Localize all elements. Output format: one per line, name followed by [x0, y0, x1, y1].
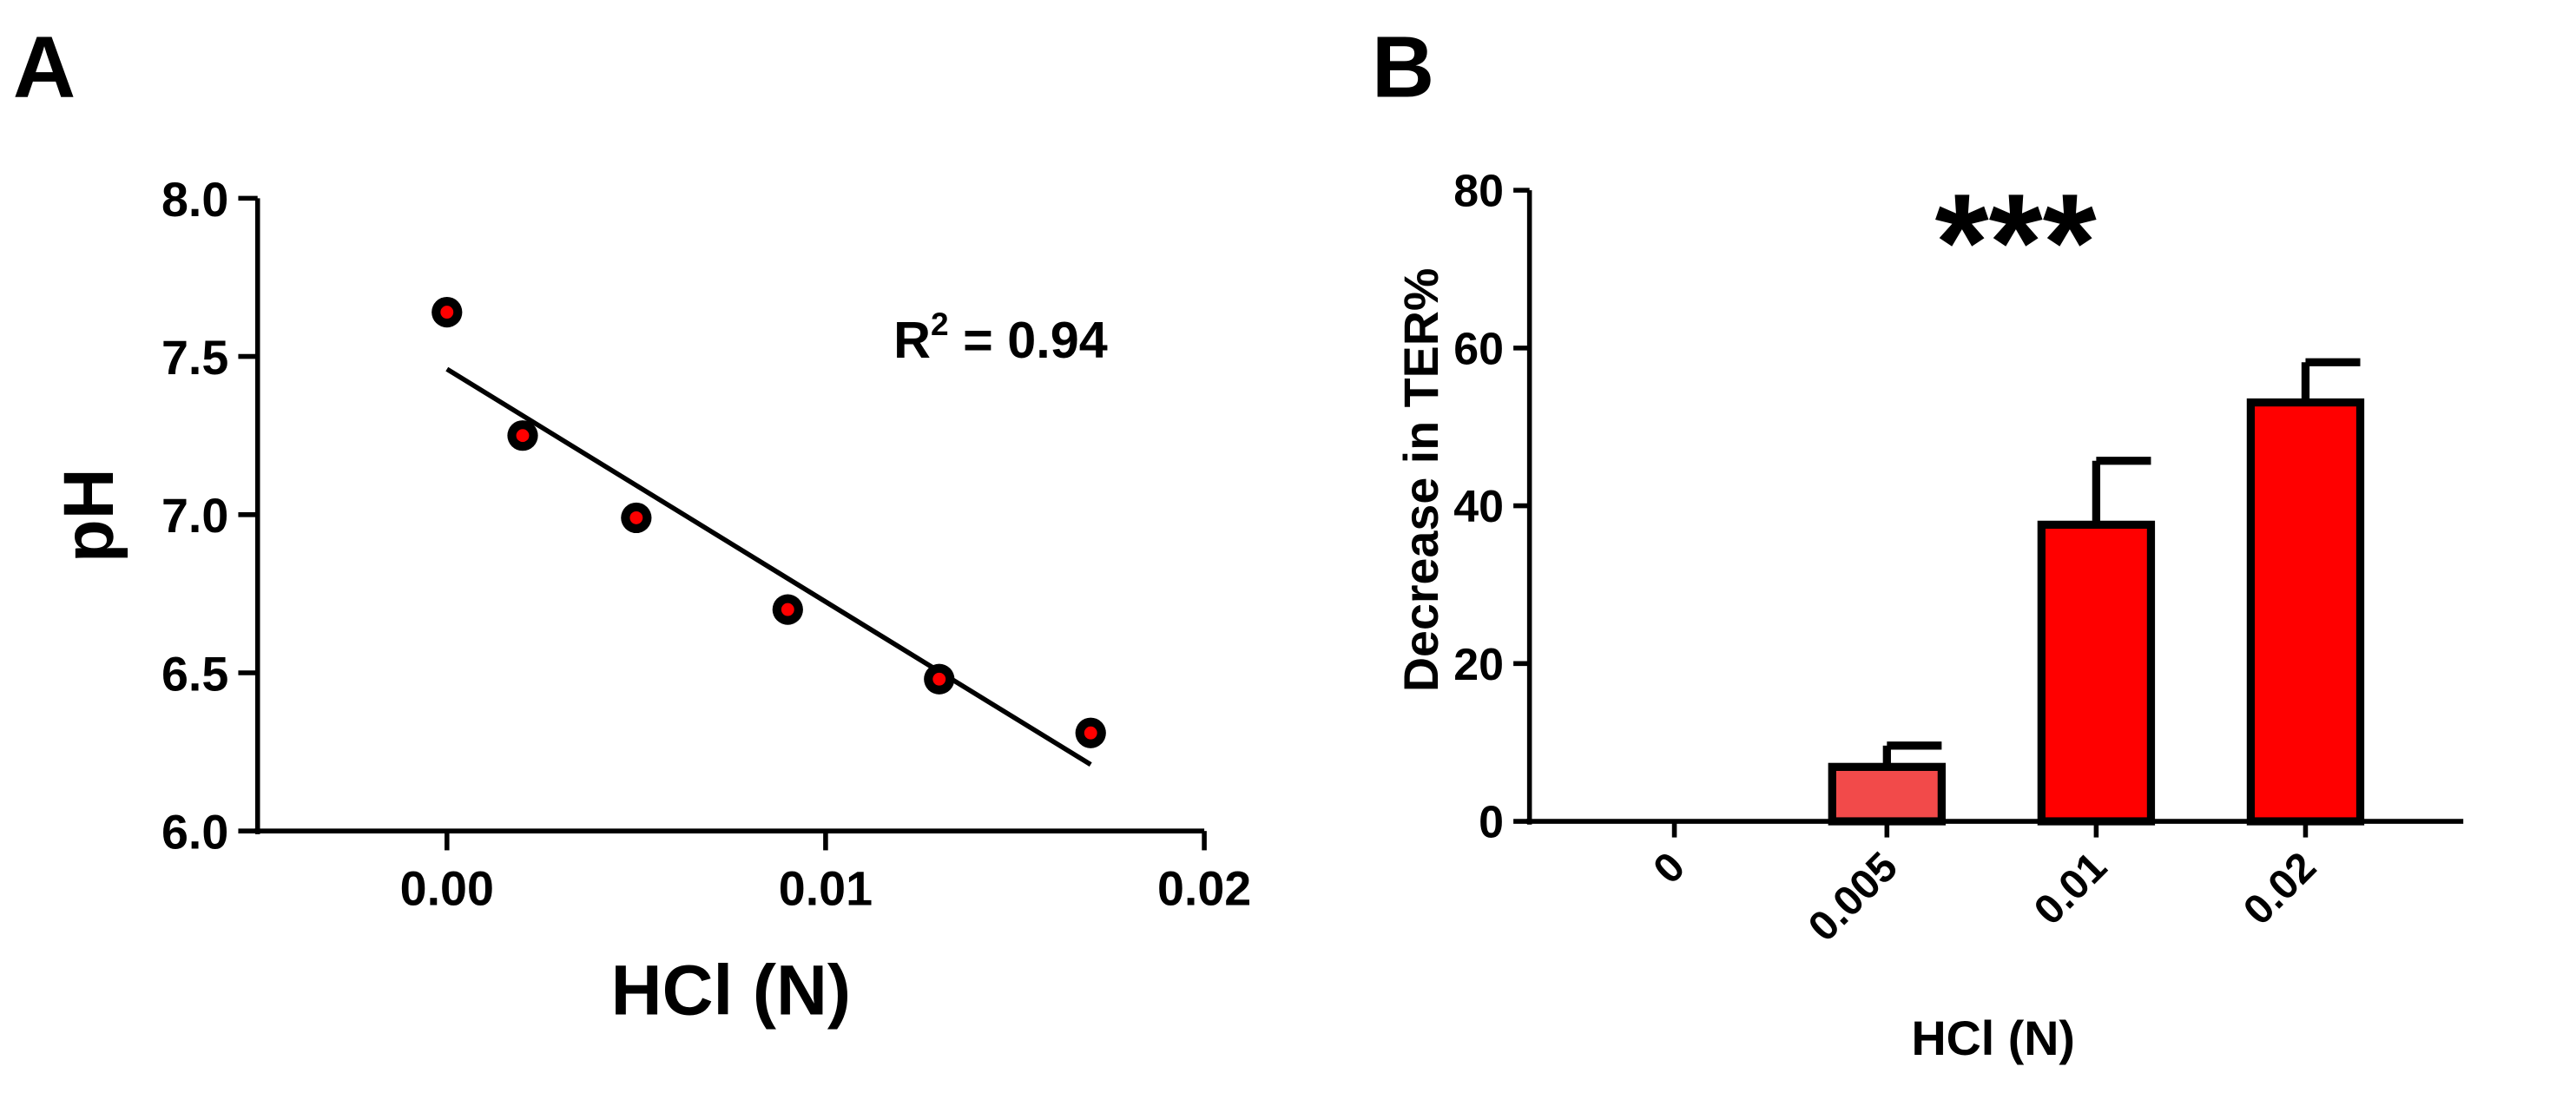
data-point-inner: [932, 672, 946, 686]
y-tick-label-b: 80: [1453, 167, 1504, 217]
x-tick-label-b: 0: [1644, 843, 1694, 892]
x-axis-label-b: HCl (N): [1911, 1011, 2074, 1065]
x-tick-label-a: 0.02: [1157, 861, 1251, 915]
significance-annotation: ***: [1935, 165, 2097, 319]
panel-label-b: B: [1372, 19, 1434, 116]
bar: [1828, 762, 1947, 826]
data-point: [621, 502, 652, 534]
y-tick-label-a: 7.5: [161, 331, 228, 385]
y-tick-label-a: 6.5: [161, 647, 228, 701]
data-point-inner: [440, 306, 454, 319]
y-axis-label-b: Decrease in TER%: [1394, 268, 1448, 692]
y-tick-label-a: 7.0: [161, 489, 228, 543]
x-tick-label-b: 0.01: [2025, 843, 2116, 934]
r-squared-annotation: R2 = 0.94: [893, 306, 1108, 369]
data-point: [772, 594, 803, 625]
data-point-inner: [1084, 726, 1097, 740]
bar: [2246, 398, 2365, 826]
data-point-inner: [516, 429, 530, 443]
y-tick-label-b: 60: [1453, 324, 1504, 374]
y-tick-label-b: 0: [1479, 798, 1504, 848]
y-tick-label-b: 20: [1453, 640, 1504, 690]
x-axis-label-a: HCl (N): [611, 952, 851, 1031]
x-tick-label-b: 0.02: [2235, 843, 2326, 934]
y-axis-label-a: pH: [49, 468, 128, 563]
bar: [2037, 520, 2156, 826]
y-tick-label-a: 8.0: [161, 173, 228, 227]
data-point: [924, 663, 955, 695]
scatter-panel-a: 6.0 6.5 7.0 7.5 8.0 0.00 0.01 0.02 R2 = 0.94 HC…: [49, 173, 1251, 1031]
data-point-inner: [629, 511, 643, 524]
y-tick-label-a: 6.0: [161, 806, 228, 859]
x-tick-label-a: 0.00: [400, 861, 494, 915]
panel-label-a: A: [13, 19, 76, 116]
x-tick-label-b: 0.005: [1799, 843, 1906, 950]
data-point: [432, 296, 463, 328]
bar-panel-b: 0 20 40 60 80 0 0.005 0.01 0.02 *** HCl (N) Decr…: [1394, 165, 2464, 1065]
x-tick-label-a: 0.01: [779, 861, 873, 915]
y-tick-label-b: 40: [1453, 482, 1504, 532]
regression-line: [445, 366, 1092, 767]
data-point-inner: [781, 603, 794, 616]
data-point: [1075, 717, 1106, 748]
data-point: [507, 420, 538, 451]
